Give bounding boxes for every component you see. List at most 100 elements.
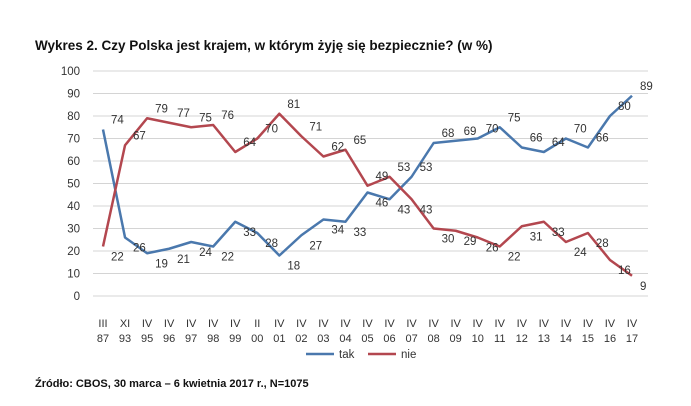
x-tick-label: IV [627,318,638,330]
x-tick-label: 10 [472,333,484,345]
x-tick-label: 13 [538,333,550,345]
x-tick-label: II [254,318,260,330]
data-label-tak: 28 [265,238,278,250]
data-label-tak: 26 [133,243,146,255]
x-tick-label: IV [230,318,241,330]
data-label-nie: 77 [177,108,190,120]
data-label-tak: 66 [530,133,543,145]
x-tick-label: IV [340,318,351,330]
data-label-nie: 31 [530,231,543,243]
data-label-nie: 81 [287,99,300,111]
data-label-nie: 71 [309,121,322,133]
x-tick-label: 05 [361,333,373,345]
y-tick-label: 60 [67,156,80,168]
x-tick-label: IV [473,318,484,330]
data-label-tak: 64 [552,137,565,149]
x-tick-label: 03 [317,333,329,345]
data-label-tak: 19 [155,258,168,270]
data-label-tak: 68 [442,128,455,140]
x-tick-label: IV [208,318,219,330]
data-label-nie: 22 [111,252,124,264]
x-tick-label: 08 [428,333,440,345]
x-tick-label: XI [120,318,130,330]
chart-title: Wykres 2. Czy Polska jest krajem, w któr… [35,38,493,53]
data-label-nie: 49 [376,171,389,183]
data-label-nie: 33 [552,227,565,239]
data-label-tak: 18 [287,261,300,273]
y-tick-label: 50 [67,179,80,191]
y-tick-label: 70 [67,134,80,146]
data-label-tak: 80 [618,101,631,113]
x-tick-label: 98 [207,333,219,345]
data-label-tak: 22 [221,252,234,264]
x-tick-label: IV [406,318,417,330]
series-line-tak [101,94,633,257]
data-label-tak: 66 [596,133,609,145]
data-label-nie: 64 [243,137,256,149]
data-label-nie: 29 [464,236,477,248]
data-label-tak: 34 [331,225,344,237]
x-tick-label: IV [142,318,153,330]
series-line-nie [101,112,633,277]
x-tick-label: 93 [119,333,131,345]
x-tick-label: IV [164,318,175,330]
data-label-nie: 9 [640,281,646,293]
data-label-nie: 67 [133,130,146,142]
data-label-tak: 74 [111,115,124,127]
data-label-tak: 43 [398,204,411,216]
x-tick-label: IV [517,318,528,330]
x-tick-label: 09 [450,333,462,345]
data-label-tak: 53 [420,162,433,174]
data-label-nie: 16 [618,265,631,277]
data-label-nie: 75 [199,112,212,124]
y-tick-label: 10 [67,269,80,281]
data-label-nie: 62 [331,142,344,154]
data-label-nie: 22 [508,252,521,264]
data-label-tak: 75 [508,112,521,124]
x-tick-label: IV [384,318,395,330]
data-label-tak: 70 [574,124,587,136]
data-label-tak: 33 [353,227,366,239]
data-label-nie: 28 [596,238,609,250]
x-tick-label: 15 [582,333,594,345]
x-tick-label: 99 [229,333,241,345]
x-tick-label: 04 [339,333,351,345]
y-tick-label: 30 [67,224,80,236]
x-tick-label: 01 [273,333,285,345]
y-tick-label: 0 [74,291,80,303]
data-label-nie: 53 [398,162,411,174]
x-tick-label: 07 [405,333,417,345]
y-tick-label: 100 [61,66,80,78]
y-tick-label: 90 [67,89,80,101]
data-label-tak: 33 [243,227,256,239]
x-tick-label: IV [561,318,572,330]
source-note: Źródło: CBOS, 30 marca – 6 kwietnia 2017… [35,378,309,390]
x-tick-label: IV [296,318,307,330]
x-tick-label: IV [495,318,506,330]
x-tick-label: 11 [494,333,505,345]
data-label-tak: 24 [199,247,212,259]
x-tick-label: IV [539,318,550,330]
x-tick-label: IV [186,318,197,330]
data-label-tak: 46 [376,198,389,210]
data-label-tak: 21 [177,254,190,266]
y-tick-label: 20 [67,246,80,258]
data-label-nie: 65 [353,135,366,147]
x-tick-label: 06 [383,333,395,345]
x-tick-label: 87 [97,333,109,345]
y-tick-label: 40 [67,201,80,213]
x-tick-label: 96 [163,333,175,345]
x-tick-label: IV [583,318,594,330]
data-label-nie: 79 [155,103,168,115]
x-tick-label: 16 [604,333,616,345]
x-tick-label: IV [318,318,329,330]
x-tick-label: IV [362,318,373,330]
data-label-tak: 69 [464,126,477,138]
data-label-nie: 30 [442,234,455,246]
data-label-tak: 27 [309,240,322,252]
x-tick-label: 00 [251,333,263,345]
x-tick-label: 95 [141,333,153,345]
data-label-tak: 89 [640,81,653,93]
data-label-nie: 43 [420,204,433,216]
